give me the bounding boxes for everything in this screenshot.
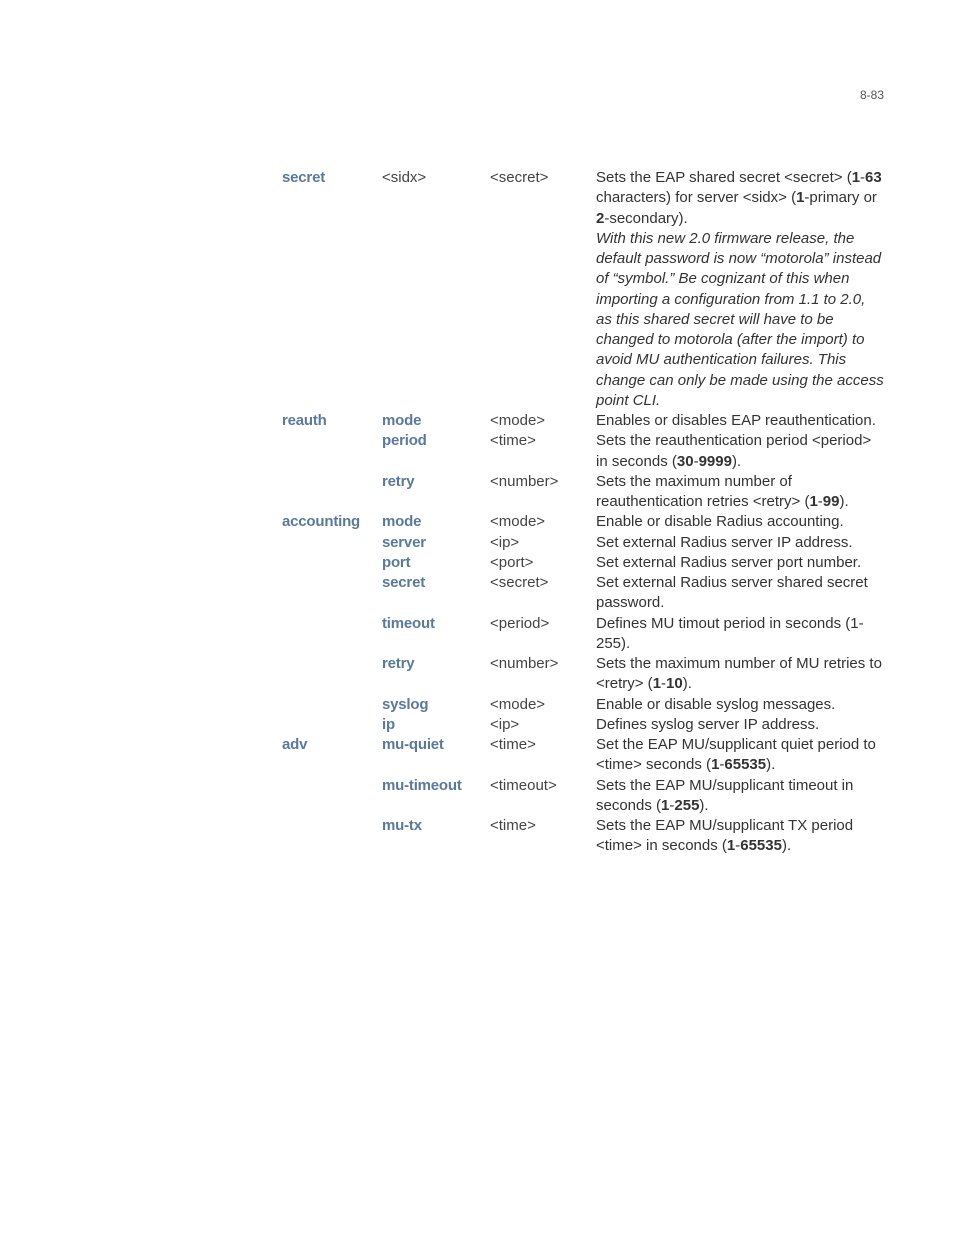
param-description: Enable or disable syslog messages. <box>596 695 884 715</box>
param-group: adv <box>282 735 382 776</box>
param-description: Sets the EAP MU/supplicant TX period <ti… <box>596 816 884 857</box>
param-keyword <box>382 229 490 411</box>
param-arg: <timeout> <box>490 776 596 817</box>
param-description: Sets the reauthentication period <period… <box>596 431 884 472</box>
param-description: Sets the maximum number of MU retries to… <box>596 654 884 695</box>
param-arg: <ip> <box>490 533 596 553</box>
param-group <box>282 431 382 472</box>
param-keyword: mode <box>382 512 490 532</box>
param-group: reauth <box>282 411 382 431</box>
parameter-table: secret<sidx><secret>Sets the EAP shared … <box>282 168 884 857</box>
param-group <box>282 695 382 715</box>
param-group <box>282 533 382 553</box>
param-keyword: mu-timeout <box>382 776 490 817</box>
param-keyword: timeout <box>382 614 490 655</box>
param-keyword: secret <box>382 573 490 614</box>
parameter-table-container: secret<sidx><secret>Sets the EAP shared … <box>282 168 884 857</box>
table-row: ip<ip>Defines syslog server IP address. <box>282 715 884 735</box>
param-group <box>282 614 382 655</box>
param-group <box>282 715 382 735</box>
param-keyword: server <box>382 533 490 553</box>
param-group: secret <box>282 168 382 229</box>
param-arg <box>490 229 596 411</box>
table-row: mu-timeout<timeout>Sets the EAP MU/suppl… <box>282 776 884 817</box>
param-arg: <secret> <box>490 573 596 614</box>
table-row: secret<sidx><secret>Sets the EAP shared … <box>282 168 884 229</box>
param-keyword: mode <box>382 411 490 431</box>
param-group <box>282 573 382 614</box>
param-group <box>282 229 382 411</box>
param-arg: <time> <box>490 431 596 472</box>
table-row: reauthmode<mode>Enables or disables EAP … <box>282 411 884 431</box>
param-keyword: syslog <box>382 695 490 715</box>
param-description: With this new 2.0 firmware release, the … <box>596 229 884 411</box>
param-description: Sets the EAP MU/supplicant timeout in se… <box>596 776 884 817</box>
param-keyword: retry <box>382 472 490 513</box>
param-description: Defines MU timout period in seconds (1-2… <box>596 614 884 655</box>
param-arg: <mode> <box>490 512 596 532</box>
param-keyword: <sidx> <box>382 168 490 229</box>
table-row: secret<secret>Set external Radius server… <box>282 573 884 614</box>
param-arg: <port> <box>490 553 596 573</box>
param-keyword: ip <box>382 715 490 735</box>
table-row: mu-tx<time>Sets the EAP MU/supplicant TX… <box>282 816 884 857</box>
param-arg: <ip> <box>490 715 596 735</box>
param-arg: <mode> <box>490 695 596 715</box>
param-description: Sets the maximum number of reauthenticat… <box>596 472 884 513</box>
param-arg: <period> <box>490 614 596 655</box>
param-arg: <time> <box>490 735 596 776</box>
table-row: server<ip>Set external Radius server IP … <box>282 533 884 553</box>
param-keyword: port <box>382 553 490 573</box>
table-row: period<time>Sets the reauthentication pe… <box>282 431 884 472</box>
param-arg: <secret> <box>490 168 596 229</box>
param-description: Defines syslog server IP address. <box>596 715 884 735</box>
param-keyword: retry <box>382 654 490 695</box>
table-row: port<port>Set external Radius server por… <box>282 553 884 573</box>
table-row: retry<number>Sets the maximum number of … <box>282 654 884 695</box>
param-group <box>282 553 382 573</box>
param-group <box>282 654 382 695</box>
param-keyword: mu-tx <box>382 816 490 857</box>
param-arg: <number> <box>490 654 596 695</box>
param-arg: <mode> <box>490 411 596 431</box>
param-group <box>282 776 382 817</box>
param-group: accounting <box>282 512 382 532</box>
table-row: advmu-quiet<time>Set the EAP MU/supplica… <box>282 735 884 776</box>
param-description: Set external Radius server IP address. <box>596 533 884 553</box>
table-row: retry<number>Sets the maximum number of … <box>282 472 884 513</box>
table-row: accountingmode<mode>Enable or disable Ra… <box>282 512 884 532</box>
param-arg: <number> <box>490 472 596 513</box>
param-description: Enable or disable Radius accounting. <box>596 512 884 532</box>
param-description: Enables or disables EAP reauthentication… <box>596 411 884 431</box>
param-group <box>282 472 382 513</box>
table-row: syslog<mode>Enable or disable syslog mes… <box>282 695 884 715</box>
table-row: With this new 2.0 firmware release, the … <box>282 229 884 411</box>
param-keyword: period <box>382 431 490 472</box>
param-description: Set external Radius server shared secret… <box>596 573 884 614</box>
param-description: Set external Radius server port number. <box>596 553 884 573</box>
param-group <box>282 816 382 857</box>
param-description: Sets the EAP shared secret <secret> (1-6… <box>596 168 884 229</box>
param-description: Set the EAP MU/supplicant quiet period t… <box>596 735 884 776</box>
page-number: 8-83 <box>860 88 884 102</box>
param-arg: <time> <box>490 816 596 857</box>
param-keyword: mu-quiet <box>382 735 490 776</box>
table-row: timeout<period>Defines MU timout period … <box>282 614 884 655</box>
